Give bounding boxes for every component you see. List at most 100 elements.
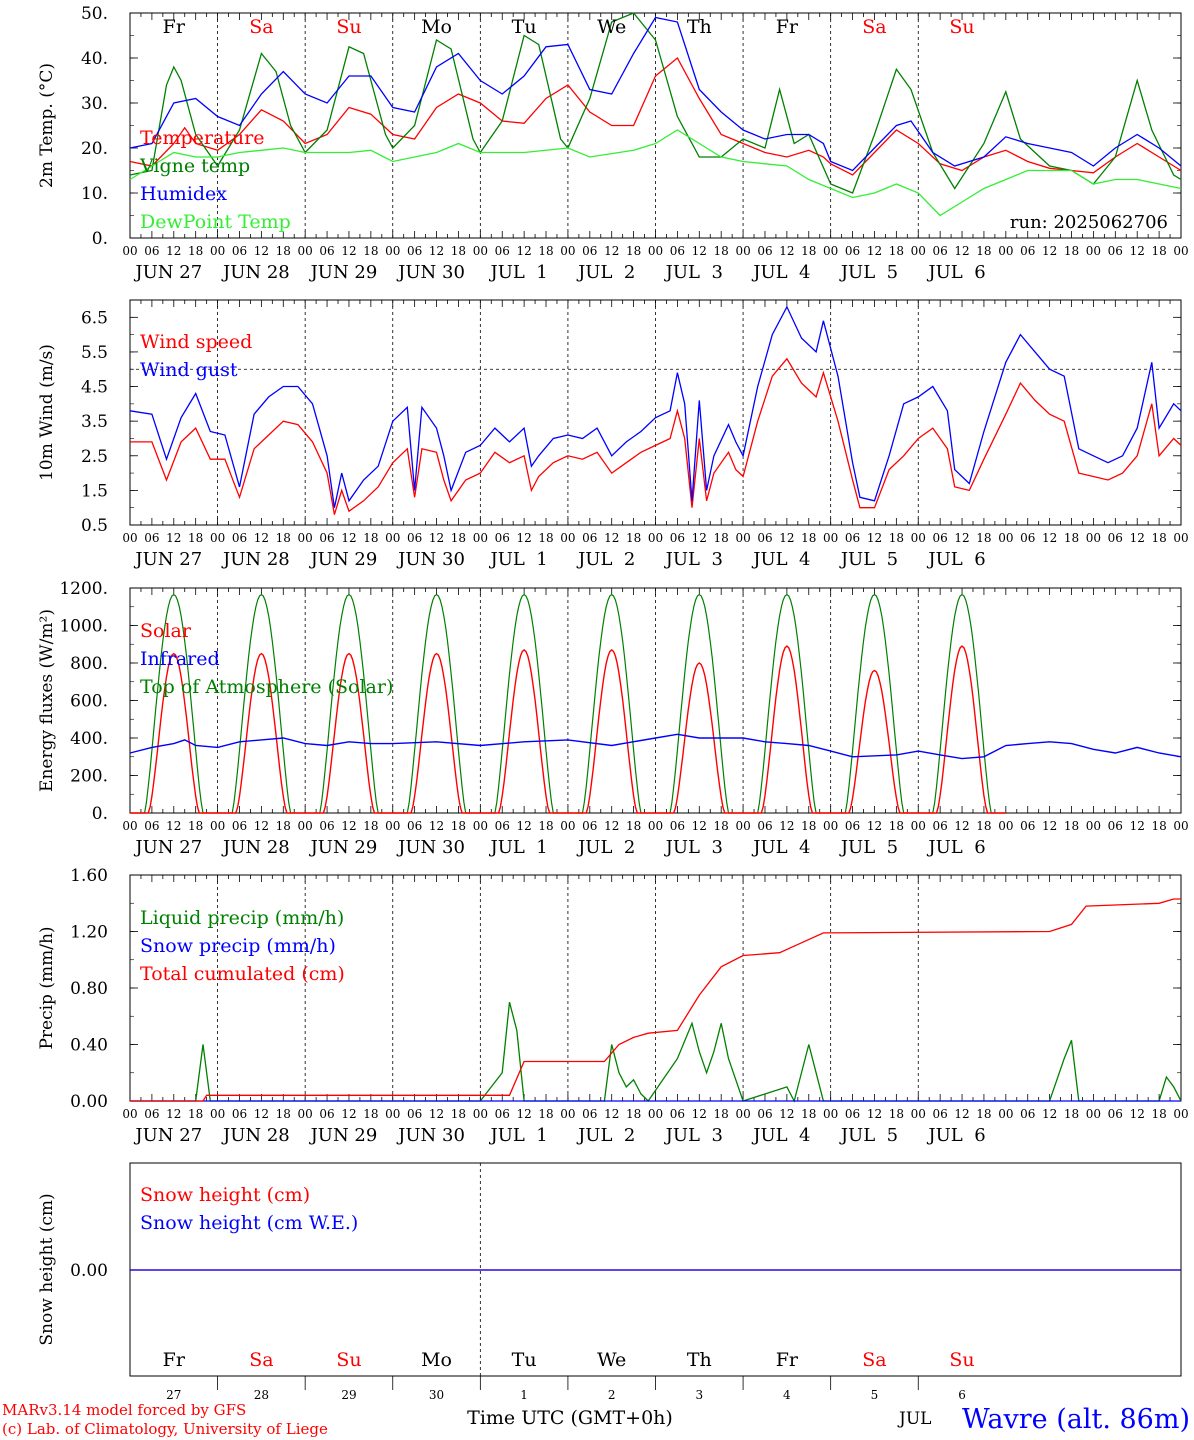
temp-hour-label: 00 <box>473 244 488 258</box>
dow-label-top: Tu <box>512 16 537 38</box>
precip-hour-label: 06 <box>407 1107 422 1121</box>
wind-hour-label: 18 <box>626 531 641 545</box>
credit-line-2: (c) Lab. of Climatology, University of L… <box>2 1420 328 1438</box>
energy-date-label: JUN 27 <box>133 837 202 858</box>
energy-ytick-label: 200. <box>70 767 108 787</box>
dow-label-top: Fr <box>163 16 186 38</box>
wind-hour-label: 12 <box>692 531 707 545</box>
precip-hour-label: 06 <box>1020 1107 1035 1121</box>
wind-hour-label: 06 <box>495 531 510 545</box>
energy-hour-label: 00 <box>473 819 488 833</box>
energy-hour-label: 06 <box>670 819 685 833</box>
dow-label-bottom: Sa <box>862 1349 886 1371</box>
energy-hour-label: 12 <box>779 819 794 833</box>
energy-hour-label: 06 <box>933 819 948 833</box>
wind-date-label: JUN 28 <box>221 549 290 570</box>
precip-hour-label: 12 <box>604 1107 619 1121</box>
precip-date-label: JUL 4 <box>751 1125 810 1146</box>
wind-hour-label: 12 <box>779 531 794 545</box>
precip-ytick-label: 0.80 <box>70 979 108 999</box>
wind-hour-label: 18 <box>801 531 816 545</box>
energy-date-label: JUL 1 <box>489 837 548 858</box>
wind-ytick-label: 4.5 <box>81 378 108 398</box>
wind-hour-label: 12 <box>1130 531 1145 545</box>
energy-ylabel: Energy fluxes (W/m²) <box>37 609 57 792</box>
dow-label-bottom: Fr <box>163 1349 186 1371</box>
precip-hour-label: 18 <box>626 1107 641 1121</box>
x-axis-label: Time UTC (GMT+0h) <box>467 1407 673 1429</box>
precip-hour-label: 00 <box>298 1107 313 1121</box>
series-solar <box>130 645 1006 814</box>
energy-hour-label: 00 <box>648 819 663 833</box>
series-precip-0 <box>130 1001 1182 1103</box>
energy-hour-label: 00 <box>911 819 926 833</box>
run-annotation: run: 2025062706 <box>1010 212 1168 233</box>
energy-hour-label: 06 <box>232 819 247 833</box>
temp-hour-label: 12 <box>429 244 444 258</box>
energy-legend-entry: Infrared <box>140 648 220 670</box>
temp-hour-label: 06 <box>144 244 159 258</box>
wind-hour-label: 18 <box>276 531 291 545</box>
energy-hour-label: 06 <box>582 819 597 833</box>
wind-date-label: JUL 2 <box>576 549 635 570</box>
energy-hour-label: 00 <box>385 819 400 833</box>
temp-hour-label: 06 <box>232 244 247 258</box>
wind-hour-label: 18 <box>1064 531 1079 545</box>
energy-ytick-label: 1000. <box>59 617 108 637</box>
energy-frame <box>129 587 1182 814</box>
precip-hour-label: 00 <box>560 1107 575 1121</box>
energy-ytick-label: 0. <box>92 804 108 824</box>
temp-ytick-label: 50. <box>81 4 108 24</box>
wind-hour-label: 12 <box>341 531 356 545</box>
energy-hour-label: 18 <box>626 819 641 833</box>
temp-legend-entry: Temperature <box>140 127 264 149</box>
precip-hour-label: 06 <box>144 1107 159 1121</box>
day-number-label: 27 <box>166 1388 181 1402</box>
temp-hour-label: 12 <box>954 244 969 258</box>
wind-hour-label: 00 <box>998 531 1013 545</box>
wind-hour-label: 12 <box>867 531 882 545</box>
wind-hour-label: 12 <box>954 531 969 545</box>
energy-hour-label: 12 <box>429 819 444 833</box>
dow-label-bottom: Tu <box>512 1349 537 1371</box>
precip-hour-label: 18 <box>976 1107 991 1121</box>
wind-date-label: JUL 6 <box>926 549 985 570</box>
dow-label-bottom: Th <box>687 1349 712 1371</box>
dow-label-bottom: Mo <box>421 1349 452 1371</box>
temp-date-label: JUL 6 <box>926 262 985 283</box>
precip-hour-label: 12 <box>692 1107 707 1121</box>
dow-label-top: We <box>597 16 626 38</box>
precip-legend-entry: Liquid precip (mm/h) <box>140 907 344 929</box>
wind-hour-label: 18 <box>889 531 904 545</box>
day-number-label: 29 <box>341 1388 356 1402</box>
wind-date-label: JUN 29 <box>309 549 378 570</box>
energy-ytick-label: 600. <box>70 692 108 712</box>
temp-hour-label: 00 <box>735 244 750 258</box>
dow-label-top: Mo <box>421 16 452 38</box>
wind-hour-label: 00 <box>122 531 137 545</box>
temp-hour-label: 00 <box>298 244 313 258</box>
temp-hour-label: 12 <box>516 244 531 258</box>
dow-label-top: Su <box>336 16 361 38</box>
wind-hour-label: 00 <box>823 531 838 545</box>
wind-hour-label: 12 <box>516 531 531 545</box>
energy-hour-label: 18 <box>976 819 991 833</box>
wind-hour-label: 18 <box>188 531 203 545</box>
wind-hour-label: 00 <box>298 531 313 545</box>
precip-hour-label: 00 <box>1173 1107 1188 1121</box>
precip-hour-label: 12 <box>341 1107 356 1121</box>
temp-hour-label: 18 <box>714 244 729 258</box>
temp-hour-label: 18 <box>626 244 641 258</box>
temp-hour-label: 06 <box>933 244 948 258</box>
energy-date-label: JUN 30 <box>396 837 465 858</box>
temp-hour-label: 12 <box>166 244 181 258</box>
temp-hour-label: 18 <box>538 244 553 258</box>
precip-hour-label: 12 <box>954 1107 969 1121</box>
precip-hour-label: 06 <box>845 1107 860 1121</box>
wind-date-label: JUL 5 <box>839 549 898 570</box>
temp-date-label: JUL 1 <box>489 262 548 283</box>
temp-date-label: JUN 28 <box>221 262 290 283</box>
energy-hour-label: 18 <box>1151 819 1166 833</box>
